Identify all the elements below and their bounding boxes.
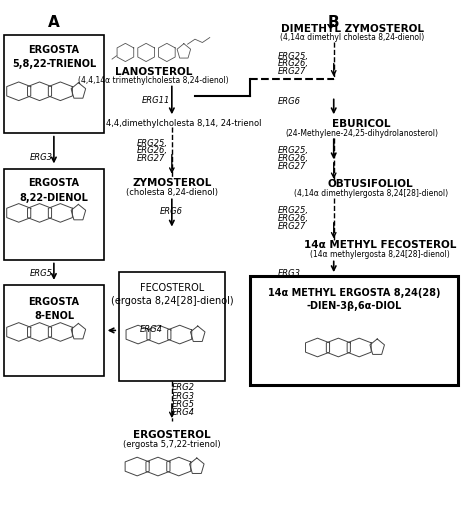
Text: ERG27: ERG27 bbox=[277, 67, 306, 76]
FancyBboxPatch shape bbox=[118, 272, 225, 381]
Text: ERG26,: ERG26, bbox=[277, 59, 308, 69]
Text: ERG5: ERG5 bbox=[29, 269, 52, 279]
Text: ERG26,: ERG26, bbox=[277, 154, 308, 163]
Text: ZYMOSTEROL: ZYMOSTEROL bbox=[132, 178, 211, 188]
Text: 14α METHYL FECOSTEROL: 14α METHYL FECOSTEROL bbox=[304, 240, 456, 250]
FancyBboxPatch shape bbox=[4, 169, 104, 260]
Text: (4,14α dimethylergosta 8,24[28]-dienol): (4,14α dimethylergosta 8,24[28]-dienol) bbox=[294, 189, 448, 198]
Text: ERG2: ERG2 bbox=[172, 384, 195, 392]
Text: ERG6: ERG6 bbox=[160, 208, 183, 216]
FancyBboxPatch shape bbox=[250, 276, 458, 385]
Text: -DIEN-3β,6α-DIOL: -DIEN-3β,6α-DIOL bbox=[306, 301, 402, 311]
Text: ERG3: ERG3 bbox=[277, 269, 301, 279]
Text: ERGOSTA: ERGOSTA bbox=[28, 45, 80, 55]
Text: FECOSTEROL: FECOSTEROL bbox=[140, 283, 204, 293]
Text: 14α METHYL ERGOSTA 8,24(28): 14α METHYL ERGOSTA 8,24(28) bbox=[268, 288, 440, 298]
Text: EBURICOL: EBURICOL bbox=[332, 119, 391, 129]
Text: DIMETHYL ZYMOSTEROL: DIMETHYL ZYMOSTEROL bbox=[281, 24, 424, 34]
Text: ERG27: ERG27 bbox=[277, 162, 306, 171]
Text: ERG4: ERG4 bbox=[139, 325, 163, 334]
Text: B: B bbox=[328, 15, 339, 30]
FancyBboxPatch shape bbox=[4, 35, 104, 133]
Text: (cholesta 8,24-dienol): (cholesta 8,24-dienol) bbox=[126, 188, 218, 197]
Text: ERG3: ERG3 bbox=[172, 392, 195, 401]
Text: ERG25,: ERG25, bbox=[277, 51, 308, 61]
Text: OBTUSIFOLIOL: OBTUSIFOLIOL bbox=[328, 179, 413, 189]
Text: ERG25,: ERG25, bbox=[277, 207, 308, 215]
Text: 4,4,dimethylcholesta 8,14, 24-trienol: 4,4,dimethylcholesta 8,14, 24-trienol bbox=[106, 119, 262, 128]
Text: ERG3: ERG3 bbox=[29, 153, 52, 161]
Text: ERG11: ERG11 bbox=[142, 95, 170, 104]
Text: (14α methylergosta 8,24[28]-dienol): (14α methylergosta 8,24[28]-dienol) bbox=[310, 250, 450, 259]
Text: ERG25,: ERG25, bbox=[277, 146, 308, 155]
Text: ERGOSTA: ERGOSTA bbox=[28, 297, 80, 307]
Text: ERG27: ERG27 bbox=[277, 222, 306, 231]
Text: ERG6: ERG6 bbox=[277, 97, 301, 105]
Text: ERGOSTEROL: ERGOSTEROL bbox=[133, 430, 210, 441]
Text: ERG4: ERG4 bbox=[172, 408, 195, 417]
Text: (4,4,14α trimethylcholesta 8,24-dienol): (4,4,14α trimethylcholesta 8,24-dienol) bbox=[78, 76, 228, 86]
Text: (ergosta 5,7,22-trienol): (ergosta 5,7,22-trienol) bbox=[123, 440, 221, 449]
FancyBboxPatch shape bbox=[4, 285, 104, 376]
Text: ERG25,: ERG25, bbox=[137, 139, 168, 147]
Text: (24-Methylene-24,25-dihydrolanosterol): (24-Methylene-24,25-dihydrolanosterol) bbox=[285, 129, 438, 138]
Text: ERG27: ERG27 bbox=[137, 154, 165, 163]
Text: (4,14α dimethyl cholesta 8,24-dienol): (4,14α dimethyl cholesta 8,24-dienol) bbox=[280, 33, 424, 43]
Text: ERG26,: ERG26, bbox=[277, 214, 308, 223]
Text: ERG5: ERG5 bbox=[172, 400, 195, 409]
Text: (ergosta 8,24[28]-dienol): (ergosta 8,24[28]-dienol) bbox=[110, 296, 233, 306]
Text: A: A bbox=[48, 15, 60, 30]
Text: ERGOSTA: ERGOSTA bbox=[28, 179, 80, 188]
Text: LANOSTEROL: LANOSTEROL bbox=[115, 67, 192, 77]
Text: ERG26,: ERG26, bbox=[137, 146, 168, 155]
Text: 8,22-DIENOL: 8,22-DIENOL bbox=[20, 193, 89, 203]
Text: 8-ENOL: 8-ENOL bbox=[34, 311, 74, 321]
Text: 5,8,22-TRIENOL: 5,8,22-TRIENOL bbox=[12, 59, 96, 70]
